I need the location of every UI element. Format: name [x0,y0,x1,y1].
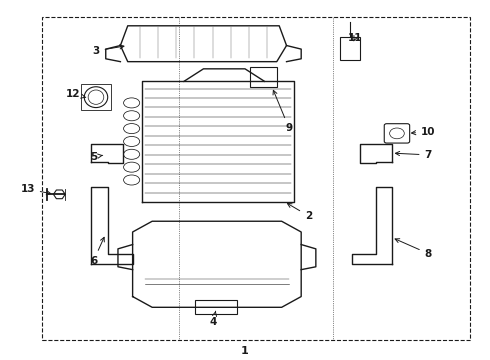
Text: 13: 13 [20,184,50,195]
Text: 4: 4 [210,311,217,327]
Bar [250,67,277,87]
Text: 1: 1 [241,346,249,356]
Text: 11: 11 [348,33,362,43]
Text: 10: 10 [412,127,436,136]
Text: 5: 5 [90,152,103,162]
Text: 12: 12 [66,89,86,99]
Bar [42,17,470,339]
Text: 9: 9 [273,90,293,133]
Text: 8: 8 [395,239,432,258]
Bar [81,84,111,110]
Bar [340,37,360,60]
Text: 6: 6 [90,237,104,266]
Text: 3: 3 [92,45,124,56]
Text: 7: 7 [395,150,432,160]
Text: 2: 2 [288,203,312,221]
